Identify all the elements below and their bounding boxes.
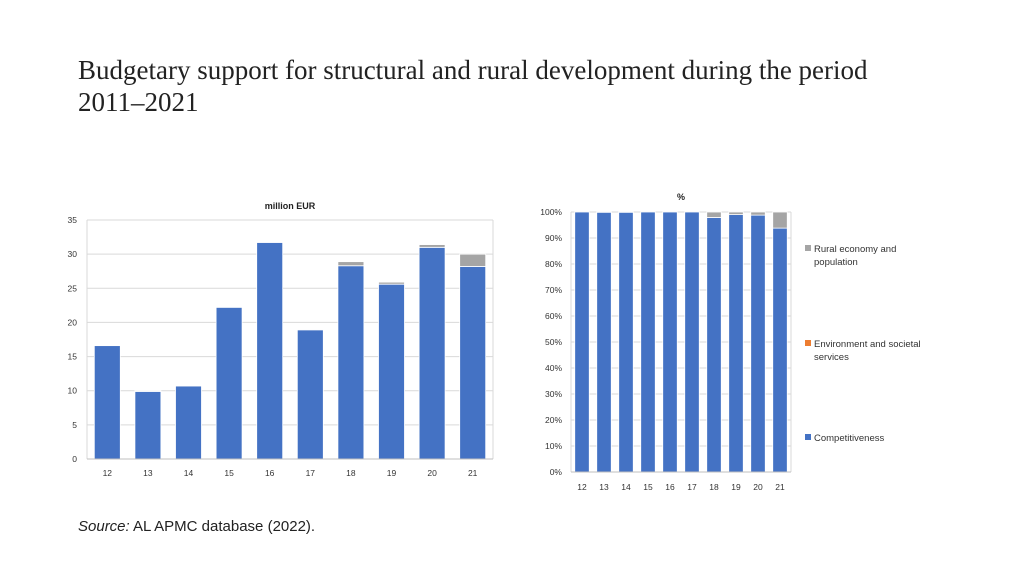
right-chart-y-tick-label: 60% — [545, 311, 562, 321]
left-chart-bar-13-rural-economy-and-population — [134, 390, 162, 392]
right-chart-y-tick-label: 20% — [545, 415, 562, 425]
right-chart-x-tick-label: 19 — [731, 482, 741, 492]
right-chart-title: % — [677, 192, 685, 202]
legend-swatch-rural — [805, 245, 811, 251]
source-text: AL APMC database (2022). — [133, 518, 316, 535]
left-chart-bar-20-competitiveness — [418, 246, 446, 460]
left-chart-bar-14-competitiveness — [175, 385, 202, 460]
right-chart-bar-19-competitiveness — [728, 214, 744, 473]
left-chart-bar-18-competitiveness — [337, 265, 365, 460]
right-chart-bar-21-competitiveness — [772, 227, 788, 473]
right-chart-x-tick-label: 13 — [599, 482, 609, 492]
right-chart-bar-12-competitiveness — [574, 211, 590, 473]
left-chart-bar-21-rural-economy-and-population — [459, 253, 487, 267]
right-chart-bar-13-competitiveness — [596, 211, 612, 473]
legend-label-rural: Rural economy and population — [814, 244, 897, 268]
right-chart-y-tick-label: 70% — [545, 285, 562, 295]
left-chart-bar-15-competitiveness — [215, 307, 243, 460]
left-chart-y-tick-label: 0 — [72, 454, 77, 464]
left-chart-y-tick-label: 20 — [68, 317, 78, 327]
right-chart-x-tick-label: 17 — [687, 482, 697, 492]
left-chart-y-tick-label: 5 — [72, 420, 77, 430]
right-chart-x-tick-label: 20 — [753, 482, 763, 492]
right-chart-x-tick-label: 18 — [709, 482, 719, 492]
left-chart-bar-17-competitiveness — [296, 329, 324, 460]
legend-swatch-competitiveness — [805, 434, 811, 440]
right-chart-bar-15-competitiveness — [640, 211, 656, 473]
left-chart-bar-12-competitiveness — [93, 345, 121, 460]
right-chart-y-tick-label: 100% — [540, 207, 562, 217]
right-chart-y-tick-label: 80% — [545, 259, 562, 269]
right-chart-x-tick-label: 15 — [643, 482, 653, 492]
left-chart-y-tick-label: 15 — [68, 352, 78, 362]
left-chart-bar-18-rural-economy-and-population — [337, 261, 365, 267]
right-chart-y-tick-label: 10% — [545, 441, 562, 451]
left-chart-bar-19-rural-economy-and-population — [378, 281, 405, 285]
left-chart-title: million EUR — [265, 201, 316, 211]
source-label: Source: — [78, 518, 130, 535]
left-chart-x-tick-label: 18 — [346, 468, 356, 478]
left-chart-x-tick-label: 12 — [103, 468, 113, 478]
left-chart-y-tick-label: 35 — [68, 215, 78, 225]
left-chart-x-tick-label: 19 — [387, 468, 397, 478]
left-chart-x-tick-label: 13 — [143, 468, 153, 478]
legend-swatch-environment — [805, 340, 811, 346]
right-chart-y-tick-label: 0% — [550, 467, 563, 477]
left-chart-y-tick-label: 10 — [68, 386, 78, 396]
legend-label-environment: Environment and societal services — [814, 339, 921, 363]
left-chart-x-tick-label: 21 — [468, 468, 478, 478]
right-chart-bar-16-competitiveness — [662, 211, 678, 473]
left-chart-x-tick-label: 15 — [224, 468, 234, 478]
right-chart-x-tick-label: 21 — [775, 482, 785, 492]
left-chart-x-tick-label: 20 — [427, 468, 437, 478]
right-chart-bar-18-rural-economy-and-population — [706, 211, 722, 218]
left-chart-x-tick-label: 16 — [265, 468, 275, 478]
left-chart-bar-13-competitiveness — [134, 390, 162, 460]
right-chart-x-tick-label: 16 — [665, 482, 675, 492]
right-chart-y-tick-label: 90% — [545, 233, 562, 243]
right-chart-y-tick-label: 30% — [545, 389, 562, 399]
right-chart-bar-19-rural-economy-and-population — [728, 211, 744, 215]
right-chart-bar-21-rural-economy-and-population — [772, 211, 788, 229]
left-chart-bar-19-competitiveness — [378, 283, 405, 460]
right-chart-x-tick-label: 12 — [577, 482, 587, 492]
left-chart-bar-20-rural-economy-and-population — [418, 244, 446, 248]
right-chart-bar-20-rural-economy-and-population — [750, 211, 766, 216]
left-chart-y-tick-label: 30 — [68, 249, 78, 259]
legend-label-competitiveness: Competitiveness — [814, 433, 885, 444]
right-chart-bar-18-competitiveness — [706, 217, 722, 473]
left-chart-bar-21-competitiveness — [459, 266, 487, 460]
right-chart-y-tick-label: 50% — [545, 337, 562, 347]
right-chart-x-tick-label: 14 — [621, 482, 631, 492]
right-chart-bar-17-competitiveness — [684, 211, 700, 473]
left-chart-y-tick-label: 25 — [68, 283, 78, 293]
right-chart-bar-20-competitiveness — [750, 214, 766, 473]
right-chart-y-tick-label: 40% — [545, 363, 562, 373]
left-chart-bar-14-rural-economy-and-population — [175, 384, 202, 387]
left-chart-x-tick-label: 14 — [184, 468, 194, 478]
right-chart-bar-14-competitiveness — [618, 211, 634, 473]
page-title: Budgetary support for structural and rur… — [78, 55, 868, 117]
left-chart-x-tick-label: 17 — [306, 468, 316, 478]
source-note: Source: AL APMC database (2022). — [78, 518, 315, 535]
